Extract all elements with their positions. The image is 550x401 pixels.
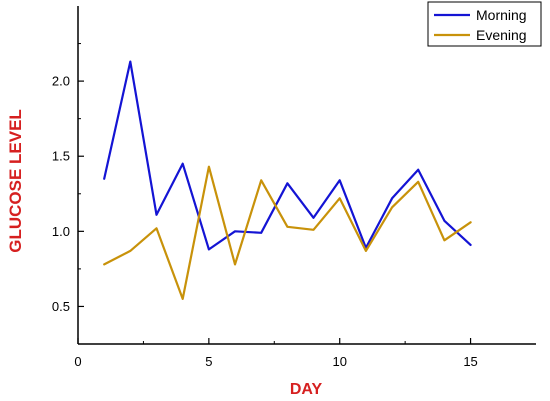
x-tick-label: 10 xyxy=(332,354,346,369)
series-lines xyxy=(103,60,472,300)
x-tick-label: 5 xyxy=(205,354,212,369)
y-tick-label: 1.5 xyxy=(52,149,70,164)
series-line-morning xyxy=(103,60,472,251)
y-axis-title: GLUCOSE LEVEL xyxy=(6,109,25,253)
series-line-evening xyxy=(103,165,472,300)
x-tick-label: 15 xyxy=(463,354,477,369)
legend-label-morning: Morning xyxy=(476,7,527,23)
x-tick-label: 0 xyxy=(74,354,81,369)
legend: Morning Evening xyxy=(427,1,542,47)
legend-box xyxy=(427,1,542,47)
y-tick-label: 2.0 xyxy=(52,74,70,89)
tick-marks xyxy=(77,43,472,344)
y-tick-label: 0.5 xyxy=(52,299,70,314)
x-axis-title: DAY xyxy=(290,381,323,398)
axes xyxy=(77,6,536,345)
y-tick-label: 1.0 xyxy=(52,224,70,239)
tick-labels: 0 5 10 15 0.5 1.0 1.5 2.0 xyxy=(52,74,478,369)
legend-label-evening: Evening xyxy=(476,27,527,43)
